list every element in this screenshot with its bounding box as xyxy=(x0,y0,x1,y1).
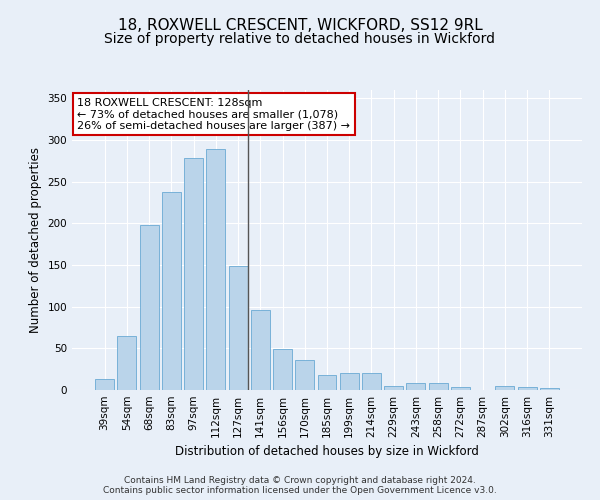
Bar xyxy=(317,375,337,390)
Bar xyxy=(340,374,359,390)
Bar xyxy=(273,349,292,390)
Bar xyxy=(496,386,514,390)
Text: Size of property relative to detached houses in Wickford: Size of property relative to detached ho… xyxy=(104,32,496,46)
X-axis label: Distribution of detached houses by size in Wickford: Distribution of detached houses by size … xyxy=(175,446,479,458)
Bar xyxy=(229,266,248,390)
Bar xyxy=(206,149,225,390)
Bar xyxy=(451,386,470,390)
Bar xyxy=(295,360,314,390)
Text: 18, ROXWELL CRESCENT, WICKFORD, SS12 9RL: 18, ROXWELL CRESCENT, WICKFORD, SS12 9RL xyxy=(118,18,482,32)
Text: Contains HM Land Registry data © Crown copyright and database right 2024.
Contai: Contains HM Land Registry data © Crown c… xyxy=(103,476,497,495)
Bar xyxy=(384,386,403,390)
Bar xyxy=(95,379,114,390)
Bar xyxy=(184,158,203,390)
Y-axis label: Number of detached properties: Number of detached properties xyxy=(29,147,42,333)
Bar xyxy=(118,336,136,390)
Bar xyxy=(162,192,181,390)
Bar xyxy=(362,374,381,390)
Text: 18 ROXWELL CRESCENT: 128sqm
← 73% of detached houses are smaller (1,078)
26% of : 18 ROXWELL CRESCENT: 128sqm ← 73% of det… xyxy=(77,98,350,130)
Bar xyxy=(251,310,270,390)
Bar xyxy=(406,382,425,390)
Bar xyxy=(429,382,448,390)
Bar xyxy=(140,225,158,390)
Bar xyxy=(540,388,559,390)
Bar xyxy=(518,386,536,390)
